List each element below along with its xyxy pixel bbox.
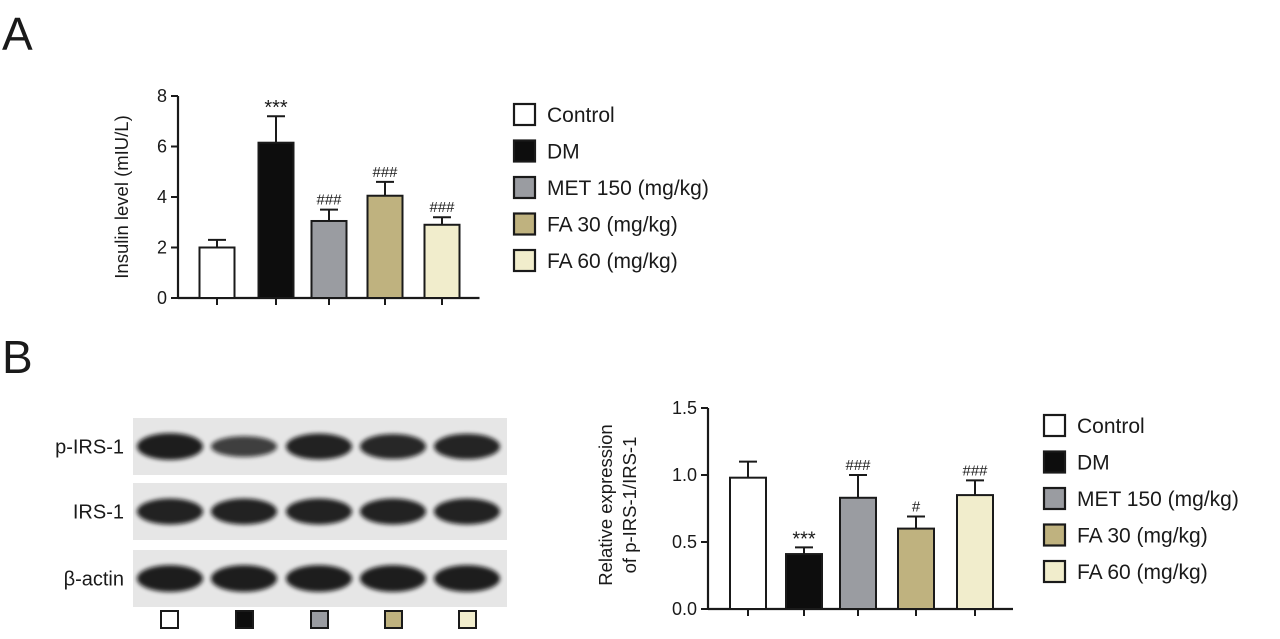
bar-fa-60-mg-kg- (423, 223, 461, 299)
blot-row-label: IRS-1 (73, 502, 124, 524)
blot-band (360, 433, 426, 460)
lane-key-swatch (235, 610, 254, 629)
legend-label: FA 60 (mg/kg) (547, 250, 678, 273)
bar-fa-60-mg-kg- (956, 494, 994, 611)
significance-label: ### (372, 164, 398, 181)
legend-swatch (1042, 450, 1067, 474)
legend-label: Control (1077, 415, 1145, 438)
significance-label: ### (845, 457, 871, 474)
legend-label: DM (1077, 452, 1110, 475)
legend-swatch (512, 248, 537, 273)
western-blot: p-IRS-1 IRS-1 β-actin (55, 418, 507, 629)
chart-a-ylabel: Insulin level (mIU/L) (111, 115, 132, 278)
blot-band (211, 498, 277, 525)
y-axis-label: Insulin level (mIU/L) (111, 115, 132, 278)
blot-band (137, 433, 203, 460)
significance-label: *** (264, 97, 288, 119)
legend-label: FA 30 (mg/kg) (1077, 525, 1208, 548)
legend-label: DM (547, 141, 580, 164)
blot-row-label: p-IRS-1 (55, 437, 124, 459)
legend-swatch (512, 175, 537, 200)
y-tick-label: 4 (157, 187, 167, 207)
bar-met-150-mg-kg- (310, 219, 348, 299)
chart-a-bars: *** ### ### ### (198, 97, 461, 299)
chart-b-axes: 0.0 0.5 1.0 1.5 (672, 398, 1013, 619)
legend-label: FA 30 (mg/kg) (547, 214, 678, 237)
bar-control (729, 476, 767, 610)
panel-label-a: A (2, 8, 33, 60)
legend-swatch (1042, 559, 1067, 584)
blot-row-label: β-actin (64, 569, 124, 591)
y-axis-label-line: of p-IRS-1/IRS-1 (619, 437, 640, 574)
lane-key-swatch (160, 610, 179, 629)
blot-band (434, 498, 500, 525)
lane-key-swatch (458, 610, 477, 629)
legend-label: MET 150 (mg/kg) (547, 177, 709, 200)
blot-band (360, 565, 426, 592)
chart-b-legend: Control DM MET 150 (mg/kg) FA 30 (mg/kg) FA … (1042, 413, 1239, 584)
y-tick-label: 0.5 (672, 532, 697, 552)
y-tick-label: 8 (157, 86, 167, 106)
bar-fa-30-mg-kg- (897, 527, 935, 610)
significance-label: # (912, 499, 921, 516)
y-tick-label: 1.0 (672, 465, 697, 485)
significance-label: ### (962, 462, 988, 479)
lane-key-swatch (310, 610, 329, 629)
blot-band (286, 565, 352, 592)
legend-swatch (512, 139, 537, 163)
blot-band (286, 433, 352, 460)
y-axis-label-line: Relative expression (595, 424, 616, 585)
blot-band (137, 565, 203, 592)
blot-band (211, 436, 277, 457)
blot-band (434, 565, 500, 592)
legend-label: MET 150 (mg/kg) (1077, 488, 1239, 511)
chart-b-bars: ***####### (729, 457, 994, 611)
significance-label: ### (316, 192, 342, 209)
y-tick-label: 6 (157, 137, 167, 157)
bar-met-150-mg-kg- (839, 496, 877, 610)
y-tick-label: 0.0 (672, 599, 697, 619)
bar-control (198, 246, 236, 299)
legend-swatch (1042, 523, 1067, 547)
legend-swatch (1042, 413, 1067, 438)
legend-label: Control (547, 104, 615, 127)
lane-key-swatch (384, 610, 403, 629)
bar-dm (785, 553, 823, 610)
chart-b-ylabel: Relative expression of p-IRS-1/IRS-1 (595, 424, 640, 585)
legend-swatch (512, 102, 537, 127)
bar-fa-30-mg-kg- (366, 194, 404, 299)
chart-a: Insulin level (mIU/L) 0 2 4 6 8 *** ### ### ###… (111, 86, 709, 308)
significance-label: *** (792, 528, 816, 550)
legend-swatch (512, 212, 537, 236)
legend-label: FA 60 (mg/kg) (1077, 561, 1208, 584)
blot-band (137, 498, 203, 525)
panel-label-b: B (2, 331, 33, 383)
blot-band (434, 433, 500, 460)
chart-a-legend: Control DM MET 150 (mg/kg) FA 30 (mg/kg) FA … (512, 102, 709, 273)
y-tick-label: 2 (157, 238, 167, 258)
bar-dm (257, 141, 295, 299)
blot-band (211, 565, 277, 592)
y-tick-label: 1.5 (672, 398, 697, 418)
y-tick-label: 0 (157, 288, 167, 308)
significance-label: ### (429, 199, 455, 216)
chart-b: Relative expression of p-IRS-1/IRS-1 0.00… (595, 398, 1239, 619)
blot-band (286, 498, 352, 525)
blot-band (360, 498, 426, 525)
legend-swatch (1042, 486, 1067, 511)
